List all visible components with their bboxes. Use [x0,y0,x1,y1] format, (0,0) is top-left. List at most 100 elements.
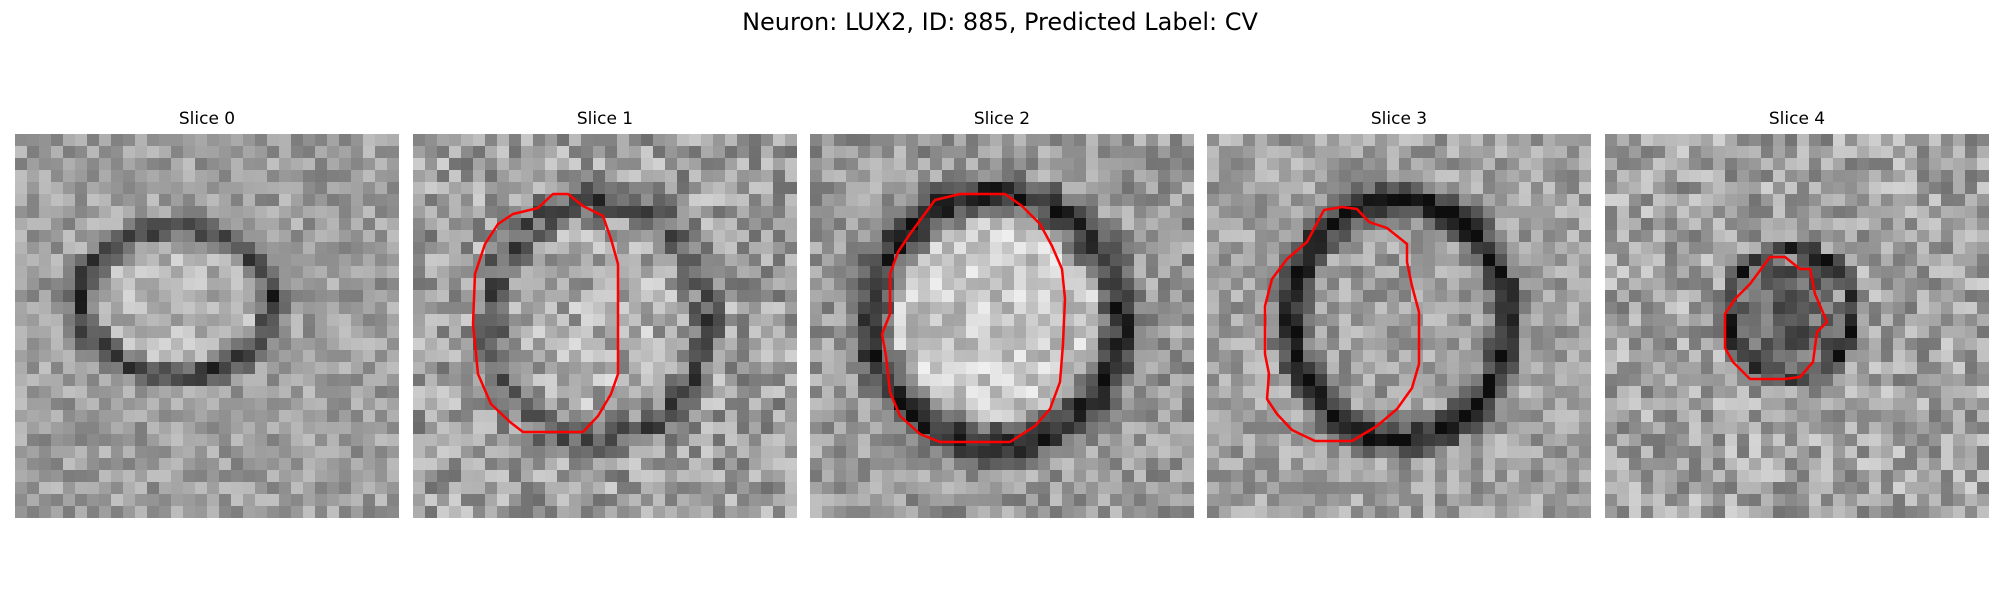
pixel-cell [1363,326,1376,339]
pixel-cell [1267,242,1280,255]
pixel-cell [737,470,750,483]
pixel-cell [63,494,76,507]
pixel-cell [1086,278,1099,291]
pixel-cell [701,410,714,423]
pixel-cell [581,494,594,507]
pixel-cell [485,242,498,255]
pixel-cell [846,506,859,518]
pixel-cell [279,422,292,435]
pixel-cell [653,242,666,255]
pixel-cell [1917,386,1930,399]
pixel-cell [1074,422,1087,435]
pixel-cell [1231,206,1244,219]
pixel-cell [1182,170,1194,183]
pixel-cell [1869,278,1882,291]
pixel-cell [533,290,546,303]
pixel-cell [39,374,52,387]
pixel-cell [846,206,859,219]
pixel-cell [75,398,88,411]
pixel-cell [846,266,859,279]
pixel-cell [653,362,666,375]
pixel-cell [1459,338,1472,351]
pixel-cell [629,362,642,375]
pixel-cell [1315,134,1328,147]
pixel-cell [425,194,438,207]
pixel-cell [1399,170,1412,183]
pixel-cell [1231,506,1244,518]
pixel-cell [1134,398,1147,411]
pixel-cell [75,266,88,279]
pixel-cell [375,422,388,435]
pixel-cell [1182,482,1194,495]
pixel-cell [1351,194,1364,207]
pixel-cell [243,482,256,495]
pixel-cell [473,470,486,483]
pixel-cell [51,422,64,435]
pixel-cell [918,254,931,267]
pixel-cell [1074,458,1087,471]
pixel-cell [449,182,462,195]
pixel-cell [1158,302,1171,315]
pixel-cell [870,206,883,219]
pixel-cell [1965,170,1978,183]
pixel-cell [1629,278,1642,291]
pixel-cell [425,218,438,231]
pixel-cell [425,158,438,171]
pixel-cell [1243,446,1256,459]
pixel-cell [63,326,76,339]
pixel-cell [1182,194,1194,207]
pixel-cell [665,254,678,267]
pixel-cell [497,266,510,279]
pixel-cell [135,302,148,315]
pixel-cell [1737,446,1750,459]
pixel-cell [1098,398,1111,411]
pixel-cell [1953,302,1966,315]
pixel-cell [1483,170,1496,183]
pixel-cell [87,470,100,483]
pixel-cell [1845,254,1858,267]
pixel-cell [773,470,786,483]
pixel-cell [1411,242,1424,255]
pixel-cell [1122,218,1135,231]
pixel-cell [533,326,546,339]
pixel-cell [1977,338,1989,351]
pixel-cell [1327,326,1340,339]
pixel-cell [147,230,160,243]
pixel-cell [1303,386,1316,399]
pixel-cell [1339,146,1352,159]
pixel-cell [1543,314,1556,327]
pixel-cell [954,374,967,387]
pixel-cell [1351,134,1364,147]
pixel-cell [701,506,714,518]
pixel-cell [581,374,594,387]
pixel-cell [737,350,750,363]
pixel-cell [315,482,328,495]
pixel-cell [1375,494,1388,507]
pixel-cell [1519,326,1532,339]
pixel-cell [267,398,280,411]
pixel-cell [1459,242,1472,255]
pixel-cell [1567,506,1580,518]
pixel-cell [1447,470,1460,483]
pixel-cell [1255,386,1268,399]
pixel-cell [1134,338,1147,351]
pixel-cell [810,242,823,255]
pixel-cell [1170,482,1183,495]
pixel-cell [918,290,931,303]
pixel-cell [1471,374,1484,387]
pixel-cell [1881,410,1894,423]
pixel-cell [954,458,967,471]
pixel-cell [1255,458,1268,471]
pixel-cell [713,206,726,219]
pixel-cell [773,218,786,231]
pixel-cell [1617,158,1630,171]
pixel-cell [387,314,399,327]
pixel-cell [1857,350,1870,363]
pixel-cell [1243,170,1256,183]
pixel-cell [351,170,364,183]
pixel-cell [1761,326,1774,339]
pixel-cell [461,362,474,375]
pixel-cell [1375,266,1388,279]
pixel-cell [1411,458,1424,471]
pixel-cell [677,314,690,327]
